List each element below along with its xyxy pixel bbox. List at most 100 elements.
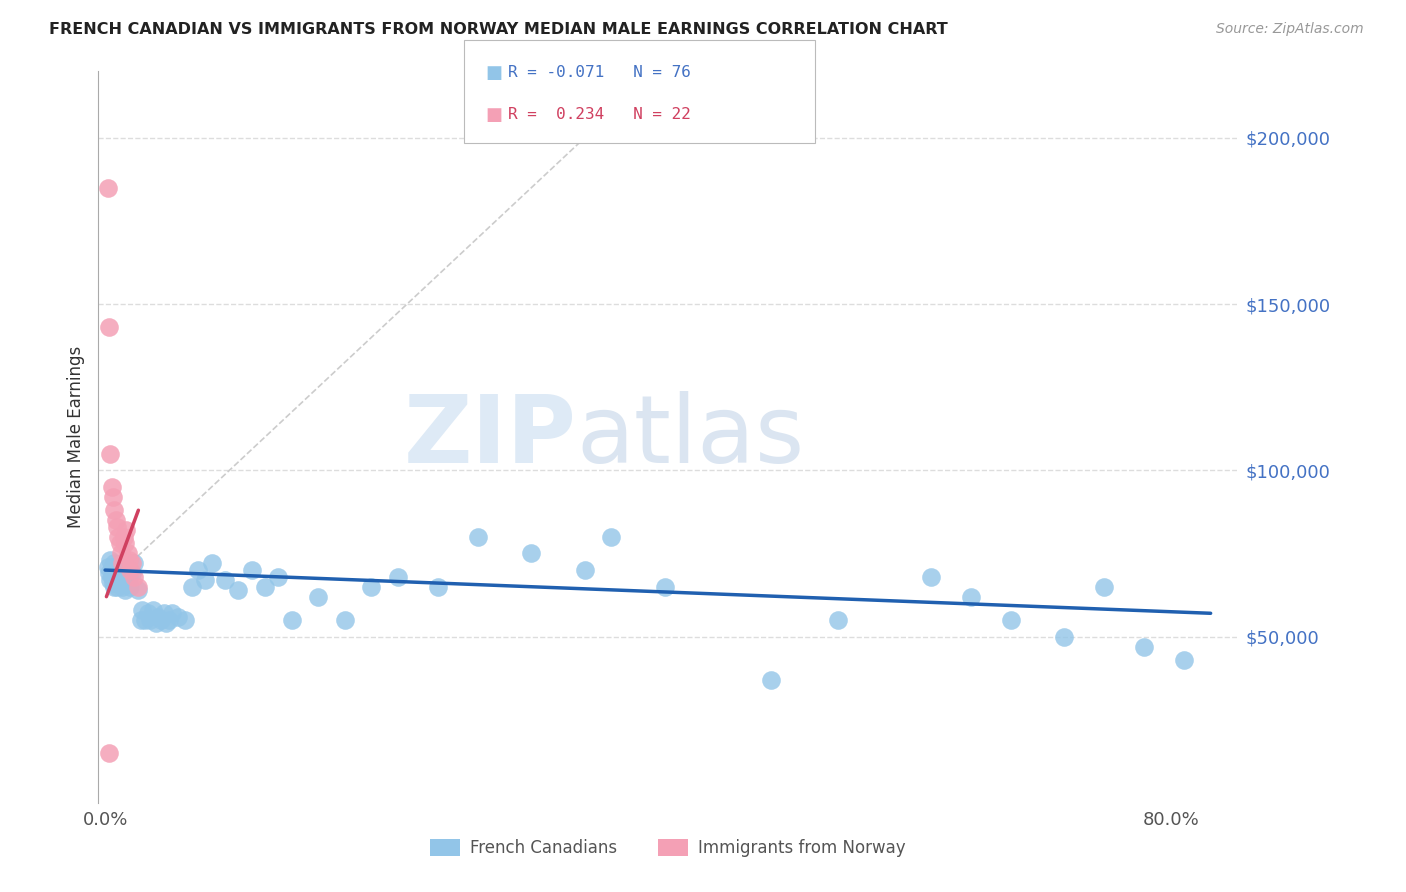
Text: atlas: atlas [576, 391, 806, 483]
Point [1133, 640, 1156, 654]
Point [103, 580, 125, 594]
Text: FRENCH CANADIAN VS IMMIGRANTS FROM NORWAY MEDIAN MALE EARNINGS CORRELATION CHART: FRENCH CANADIAN VS IMMIGRANTS FROM NORWA… [49, 22, 948, 37]
Point [110, 546, 132, 560]
Point [360, 580, 382, 594]
Point [104, 570, 127, 584]
Point [1173, 653, 1195, 667]
Point [115, 523, 138, 537]
Point [112, 530, 135, 544]
Point [127, 582, 149, 597]
Text: ZIP: ZIP [404, 391, 576, 483]
Point [101, 576, 124, 591]
Point [103, 503, 125, 517]
Point [427, 580, 450, 594]
Point [97, 180, 120, 194]
Point [107, 530, 129, 544]
Point [155, 616, 177, 631]
Point [111, 580, 134, 594]
Point [101, 490, 124, 504]
Point [100, 480, 122, 494]
Point [105, 520, 128, 534]
Point [108, 536, 131, 550]
Point [134, 613, 156, 627]
Point [112, 573, 135, 587]
Point [105, 580, 128, 594]
Text: Source: ZipAtlas.com: Source: ZipAtlas.com [1216, 22, 1364, 37]
Point [108, 576, 131, 591]
Y-axis label: Median Male Earnings: Median Male Earnings [66, 346, 84, 528]
Point [240, 563, 263, 577]
Point [600, 530, 623, 544]
Point [118, 570, 141, 584]
Point [111, 557, 134, 571]
Point [1053, 630, 1076, 644]
Point [574, 563, 596, 577]
Point [1092, 580, 1115, 594]
Point [100, 573, 122, 587]
Point [827, 613, 849, 627]
Point [107, 573, 129, 587]
Point [97, 559, 120, 574]
Point [103, 557, 125, 571]
Point [110, 563, 132, 577]
Point [180, 580, 202, 594]
Point [174, 613, 197, 627]
Point [654, 580, 676, 594]
Point [387, 570, 409, 584]
Point [115, 563, 138, 577]
Point [759, 673, 782, 687]
Point [98, 746, 121, 760]
Point [98, 320, 121, 334]
Point [920, 570, 942, 584]
Point [139, 613, 162, 627]
Point [120, 563, 142, 577]
Point [333, 613, 356, 627]
Text: R =  0.234   N = 22: R = 0.234 N = 22 [508, 107, 690, 122]
Point [467, 530, 489, 544]
Point [226, 582, 249, 597]
Point [142, 603, 165, 617]
Text: ■: ■ [485, 63, 502, 82]
Point [127, 580, 149, 594]
Point [114, 536, 136, 550]
Point [121, 566, 143, 581]
Point [120, 580, 142, 594]
Point [214, 573, 236, 587]
Point [280, 613, 302, 627]
Point [117, 546, 139, 560]
Point [187, 563, 209, 577]
Point [307, 590, 329, 604]
Point [100, 447, 122, 461]
Point [131, 603, 153, 617]
Point [104, 559, 127, 574]
Point [253, 580, 276, 594]
Point [124, 570, 146, 584]
Point [267, 570, 290, 584]
Point [520, 546, 543, 560]
Point [136, 607, 159, 621]
Point [118, 553, 141, 567]
Point [129, 613, 152, 627]
Point [160, 607, 183, 621]
Point [98, 566, 121, 581]
Point [148, 609, 170, 624]
Point [124, 557, 146, 571]
Point [201, 557, 224, 571]
Text: ■: ■ [485, 106, 502, 124]
Point [157, 613, 180, 627]
Point [100, 559, 122, 574]
Point [1000, 613, 1022, 627]
Point [194, 573, 217, 587]
Legend: French Canadians, Immigrants from Norway: French Canadians, Immigrants from Norway [423, 832, 912, 864]
Point [114, 582, 136, 597]
Point [100, 570, 122, 584]
Point [111, 566, 134, 581]
Point [108, 559, 131, 574]
Point [150, 613, 173, 627]
Point [167, 609, 190, 624]
Point [121, 557, 143, 571]
Point [145, 616, 167, 631]
Point [100, 553, 122, 567]
Point [117, 576, 139, 591]
Point [110, 570, 132, 584]
